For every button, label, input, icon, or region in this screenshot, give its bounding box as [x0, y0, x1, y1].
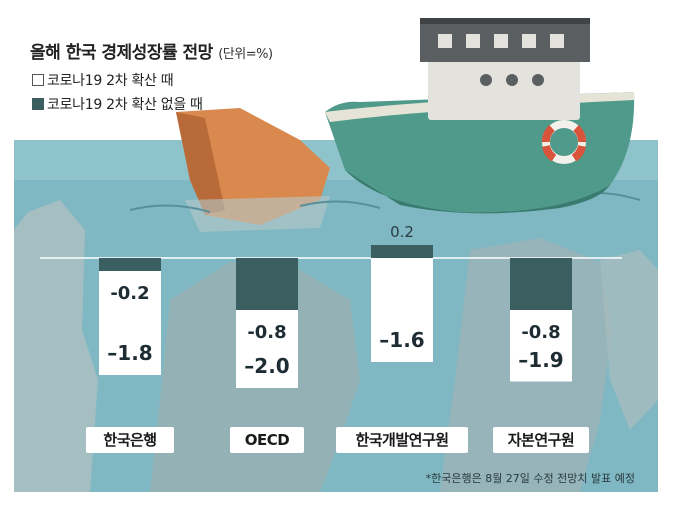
porthole — [532, 74, 544, 86]
category-label: 한국개발연구원 — [336, 427, 468, 453]
cabin-window — [550, 34, 564, 48]
orange-rock-shade — [176, 112, 225, 215]
iceberg-right-small — [600, 250, 658, 430]
porthole — [480, 74, 492, 86]
title-text: 올해 한국 경제성장률 전망 — [30, 43, 213, 63]
data-label-second-wave: –1.8 — [107, 341, 153, 365]
data-label-no-second-wave: 0.2 — [390, 223, 414, 241]
data-label-no-second-wave: -0.8 — [247, 322, 287, 343]
data-label-second-wave: –2.0 — [244, 354, 290, 378]
bar-no-second-wave — [510, 258, 572, 310]
category-label: 자본연구원 — [493, 427, 589, 453]
legend-swatch-white — [32, 74, 44, 86]
life-ring-band — [571, 144, 586, 162]
life-ring-band — [542, 125, 555, 143]
boat — [325, 18, 635, 214]
cabin-window — [438, 34, 452, 48]
legend-label-no-second-wave: 코로나19 2차 확산 없을 때 — [47, 97, 203, 113]
data-label-second-wave: –1.6 — [379, 328, 425, 352]
category-label: 한국은행 — [86, 427, 174, 453]
boat-cabin — [428, 58, 580, 120]
boat-roof-top — [420, 18, 590, 24]
ripple — [299, 200, 381, 209]
data-label-second-wave: –1.9 — [518, 347, 564, 372]
rock-waterline — [185, 196, 330, 232]
category-label: OECD — [230, 427, 304, 453]
legend-item-no-second-wave: 코로나19 2차 확산 없을 때 — [32, 94, 203, 114]
data-label-no-second-wave: -0.8 — [521, 322, 561, 343]
legend-swatch-dark — [32, 98, 44, 110]
ripple — [129, 204, 211, 213]
cabin-window — [494, 34, 508, 48]
life-ring-band — [542, 144, 557, 162]
porthole — [506, 74, 518, 86]
bar-second-wave — [99, 258, 161, 375]
legend-label-second-wave: 코로나19 2차 확산 때 — [47, 73, 174, 89]
life-ring-band — [573, 125, 586, 143]
iceberg-left — [14, 200, 98, 492]
bar-second-wave — [371, 258, 433, 362]
cabin-window — [522, 34, 536, 48]
unit-text: (단위=%) — [218, 47, 273, 62]
footnote: *한국은행은 8월 27일 수정 전망치 발표 예정 — [425, 472, 635, 485]
bar-no-second-wave — [371, 245, 433, 258]
cabin-window — [466, 34, 480, 48]
bar-group — [99, 245, 572, 388]
data-label-no-second-wave: -0.2 — [110, 283, 150, 304]
bar-no-second-wave — [99, 258, 161, 271]
legend-item-second-wave: 코로나19 2차 확산 때 — [32, 70, 174, 90]
bar-no-second-wave — [236, 258, 298, 310]
chart-title: 올해 한국 경제성장률 전망 (단위=%) — [30, 38, 273, 63]
